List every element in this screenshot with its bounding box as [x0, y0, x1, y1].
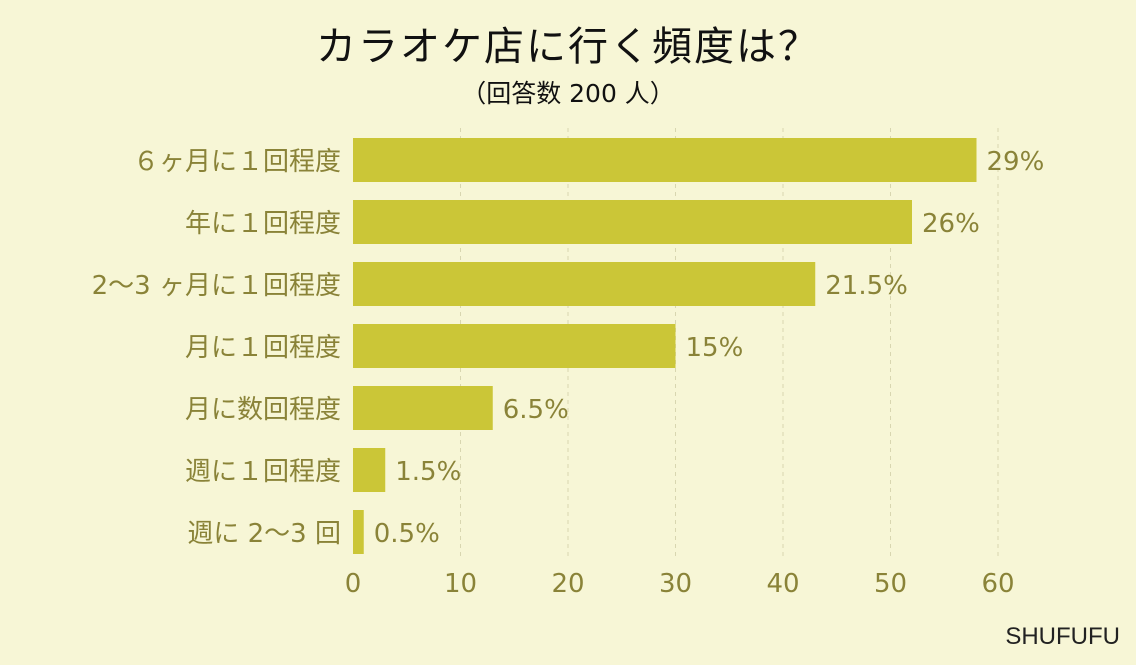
data-label: 0.5%	[374, 519, 440, 549]
bar	[353, 510, 364, 554]
x-tick-label: 0	[345, 569, 362, 599]
x-tick-label: 20	[551, 569, 584, 599]
bar	[353, 448, 386, 492]
data-label: 15%	[686, 333, 744, 363]
chart-title: カラオケ店に行く頻度は？	[316, 24, 820, 70]
data-label: 21.5%	[825, 271, 908, 301]
category-label: 2〜3 ヶ月に１回程度	[92, 271, 341, 301]
category-label: ６ヶ月に１回程度	[133, 147, 341, 177]
data-label: 6.5%	[503, 395, 569, 425]
category-label: 週に１回程度	[185, 457, 341, 487]
x-tick-label: 40	[766, 569, 799, 599]
bar	[353, 138, 977, 182]
brand-logo-text: SHUFUFU	[1005, 623, 1120, 650]
x-tick-label: 30	[659, 569, 692, 599]
chart-subtitle: （回答数 200 人）	[461, 79, 675, 108]
bar	[353, 324, 676, 368]
category-label: 週に 2〜3 回	[187, 519, 341, 549]
category-label: 月に数回程度	[185, 395, 341, 425]
category-label: 月に１回程度	[185, 333, 341, 363]
category-label: 年に１回程度	[185, 209, 341, 239]
bar	[353, 200, 912, 244]
data-label: 26%	[922, 209, 980, 239]
x-tick-label: 50	[874, 569, 907, 599]
x-tick-label: 10	[444, 569, 477, 599]
data-label: 1.5%	[395, 457, 461, 487]
bar	[353, 262, 816, 306]
x-tick-label: 60	[981, 569, 1014, 599]
bar	[353, 386, 493, 430]
data-label: 29%	[987, 147, 1045, 177]
